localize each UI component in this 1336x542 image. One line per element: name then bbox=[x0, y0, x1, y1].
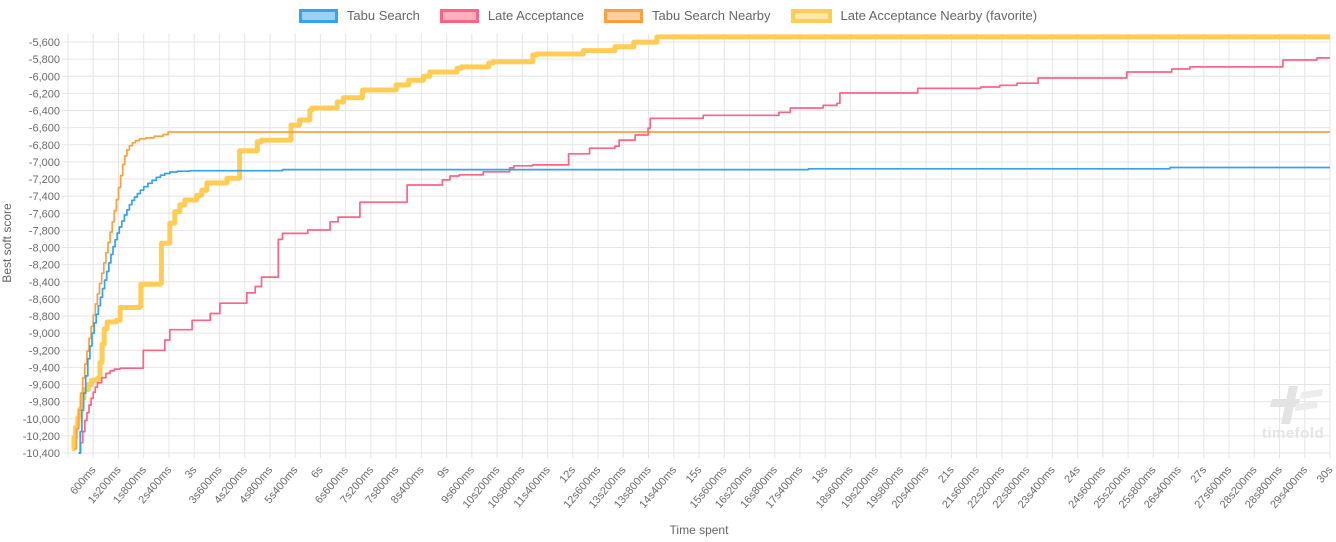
y-tick-label: -8,600 bbox=[29, 294, 60, 306]
legend-swatch bbox=[790, 9, 832, 23]
y-tick-label: -8,000 bbox=[29, 243, 60, 255]
series-lines bbox=[71, 34, 1331, 454]
y-tick-label: -8,800 bbox=[29, 311, 60, 323]
y-tick-label: -5,600 bbox=[29, 37, 60, 49]
gridlines bbox=[67, 33, 1331, 454]
y-tick-label: -10,000 bbox=[23, 414, 60, 426]
chart-legend: Tabu Search Late Acceptance Tabu Search … bbox=[0, 6, 1336, 26]
x-tick-label: 30s bbox=[1315, 464, 1336, 486]
series-line-tabu-search[interactable] bbox=[78, 166, 1331, 454]
series-line-late-acceptance[interactable] bbox=[78, 57, 1331, 454]
legend-item[interactable]: Late Acceptance bbox=[439, 6, 585, 26]
x-tick-label: 6s bbox=[309, 464, 326, 481]
x-tick-label: 3s bbox=[183, 464, 200, 481]
legend-item[interactable]: Tabu Search bbox=[298, 6, 420, 26]
series-line-tabu-search-nearby[interactable] bbox=[74, 131, 1330, 450]
y-axis-title: Best soft score bbox=[0, 203, 14, 283]
timefold-watermark: timefold bbox=[1262, 386, 1324, 442]
x-tick-label: 24s bbox=[1062, 464, 1083, 486]
y-tick-label: -6,600 bbox=[29, 123, 60, 135]
x-tick-label: 21s bbox=[936, 464, 957, 486]
y-tick-label: -7,600 bbox=[29, 208, 60, 220]
y-tick-label: -6,000 bbox=[29, 71, 60, 83]
x-tick-label: 9s bbox=[435, 464, 452, 481]
legend-item-label: Tabu Search Nearby bbox=[652, 8, 771, 23]
legend-swatch bbox=[439, 9, 479, 23]
y-tick-label: -9,800 bbox=[29, 397, 60, 409]
y-tick-label: -6,200 bbox=[29, 88, 60, 100]
legend-item-label: Late Acceptance Nearby (favorite) bbox=[840, 8, 1038, 23]
y-tick-label: -6,400 bbox=[29, 106, 60, 118]
y-tick-label: -7,000 bbox=[29, 157, 60, 169]
y-tick-label: -8,200 bbox=[29, 260, 60, 272]
legend-item-label: Late Acceptance bbox=[487, 8, 585, 23]
legend-item[interactable]: Tabu Search Nearby bbox=[604, 6, 771, 26]
y-tick-label: -9,000 bbox=[29, 328, 60, 340]
legend-item[interactable]: Late Acceptance Nearby (favorite) bbox=[790, 6, 1038, 26]
series-line-late-acceptance-nearby-favorite[interactable] bbox=[71, 34, 1330, 452]
y-tick-label: -7,800 bbox=[29, 225, 60, 237]
y-tick-label: -7,200 bbox=[29, 174, 60, 186]
y-tick-label: -10,200 bbox=[23, 431, 60, 443]
y-tick-label: -5,800 bbox=[29, 54, 60, 66]
x-tick-label: 18s bbox=[810, 464, 831, 486]
y-tick-label: -8,400 bbox=[29, 277, 60, 289]
legend-swatch bbox=[604, 9, 644, 23]
x-tick-label: 27s bbox=[1188, 464, 1209, 486]
legend-item-label: Tabu Search bbox=[346, 8, 420, 23]
y-tick-label: -9,200 bbox=[29, 345, 60, 357]
y-tick-label: -7,400 bbox=[29, 191, 60, 203]
y-tick-label: -10,400 bbox=[23, 448, 60, 460]
y-tick-label: -9,400 bbox=[29, 362, 60, 374]
timefold-logo-icon bbox=[1270, 386, 1323, 424]
y-tick-label: -9,600 bbox=[29, 380, 60, 392]
legend-swatch bbox=[298, 9, 338, 23]
x-tick-label: 15s bbox=[684, 464, 705, 486]
watermark-text: timefold bbox=[1262, 425, 1324, 442]
x-tick-label: 12s bbox=[557, 464, 578, 486]
x-axis-title: Time spent bbox=[670, 523, 730, 537]
axis-tick-marks bbox=[62, 41, 1331, 458]
y-tick-label: -6,800 bbox=[29, 140, 60, 152]
